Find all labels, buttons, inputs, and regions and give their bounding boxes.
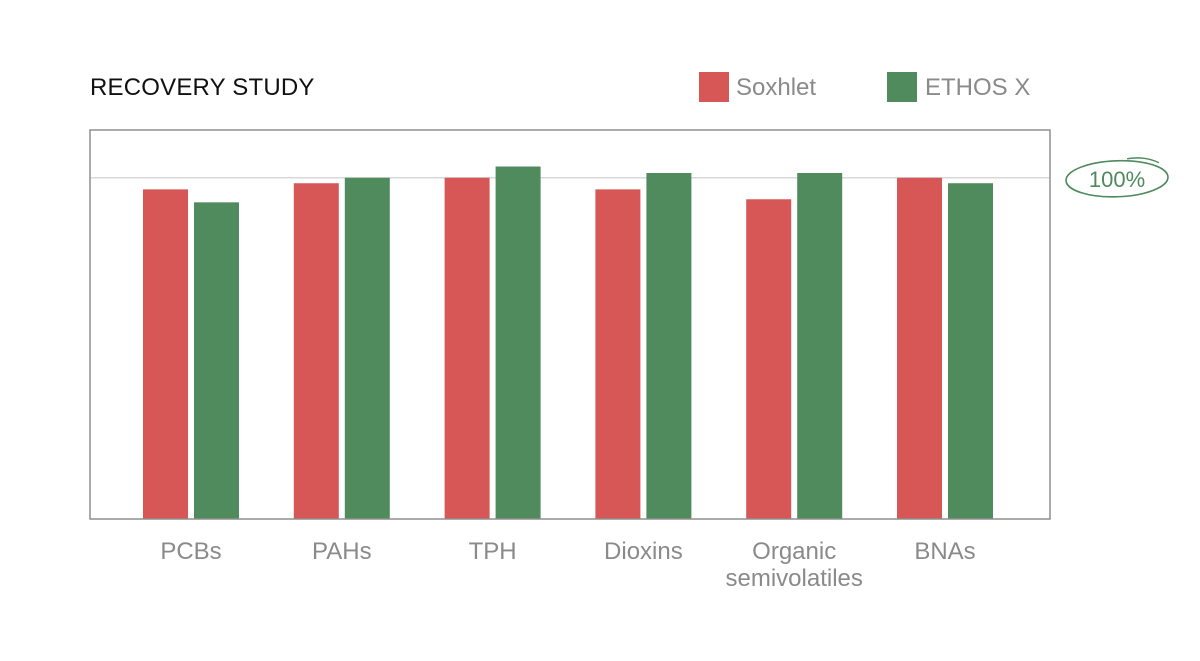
reference-label: 100%	[1089, 167, 1145, 192]
bar-soxhlet-dioxins	[595, 189, 641, 519]
x-tick-label-tph: TPH	[469, 538, 517, 565]
legend-label-ethos-x: ETHOS X	[925, 74, 1030, 101]
x-axis-ticks: PCBs PAHs TPH Dioxins Organic semivolatiles BN…	[160, 538, 975, 592]
bar-soxhlet-tph	[444, 177, 490, 520]
bar-soxhlet-pcbs	[143, 189, 188, 519]
chart-title: RECOVERY STUDY	[90, 74, 315, 101]
x-tick-label-pcbs: PCBs	[160, 538, 221, 565]
bar-ethos-x-dioxins	[646, 172, 692, 519]
bar-ethos-x-pcbs	[194, 202, 239, 520]
bar-soxhlet-pahs	[293, 183, 339, 520]
legend-label-soxhlet: Soxhlet	[736, 74, 816, 101]
plot-frame	[89, 129, 1051, 520]
plot-area	[89, 129, 1051, 520]
x-tick-label-bnas: BNAs	[914, 538, 975, 565]
x-tick-label-dioxins: Dioxins	[604, 538, 683, 565]
bar-ethos-x-tph	[495, 166, 541, 519]
bar-ethos-x-organic-semivolatiles	[797, 172, 843, 519]
reference-label-ellipse	[1065, 159, 1169, 198]
bar-ethos-x-bnas	[948, 183, 993, 520]
x-tick-label-organic-semivolatiles: Organic semivolatiles	[726, 538, 863, 592]
legend: Soxhlet ETHOS X	[699, 72, 1030, 102]
legend-swatch-soxhlet	[699, 72, 729, 102]
reference-label-stroke	[1126, 157, 1160, 164]
bar-soxhlet-bnas	[897, 177, 942, 520]
bar-ethos-x-pahs	[344, 177, 390, 520]
bar-soxhlet-organic-semivolatiles	[746, 199, 792, 520]
x-tick-label-pahs: PAHs	[312, 538, 372, 565]
reference-marker: 100%	[1065, 157, 1169, 198]
legend-swatch-ethos-x	[887, 72, 917, 102]
